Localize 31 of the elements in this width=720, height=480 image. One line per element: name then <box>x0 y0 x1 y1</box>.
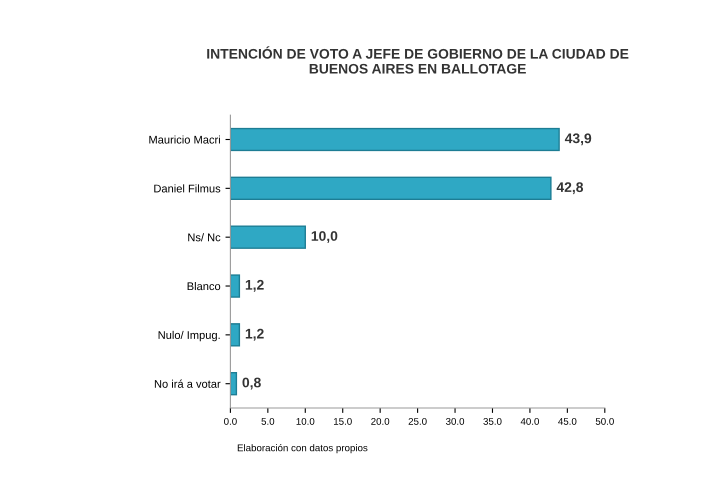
chart-title: INTENCIÓN DE VOTO A JEFE DE GOBIERNO DE LA CIUDAD DE BUENOS AIRES EN BALLOTAGE <box>207 46 628 74</box>
x-tick-label: 15.0 <box>334 418 352 425</box>
bar <box>230 323 240 347</box>
bar <box>230 225 306 249</box>
data-label: 42,8 <box>556 182 584 194</box>
bar <box>230 372 238 396</box>
x-tick-label: 10.0 <box>296 418 314 425</box>
x-tick-label: 40.0 <box>520 418 539 425</box>
text: Elaboración con datos propios <box>238 444 368 454</box>
y-tick-label: Ns/ Nc <box>188 233 220 242</box>
y-tick-label: Daniel Filmus <box>154 184 220 192</box>
data-label: 43,9 <box>564 133 592 146</box>
x-tick-label: 45.0 <box>558 418 576 425</box>
x-tick-label: 25.0 <box>408 418 427 425</box>
x-tick-label: 30.0 <box>446 418 464 425</box>
bar <box>230 176 552 200</box>
x-tick-label: 35.0 <box>483 418 502 425</box>
data-label: 10,0 <box>312 231 338 243</box>
x-tick-label: 20.0 <box>371 418 390 425</box>
y-tick-label: Nulo/ Impug. <box>158 330 220 342</box>
y-tick-label: No irá a votar <box>154 380 220 388</box>
data-label: 1,2 <box>246 328 264 341</box>
bar <box>230 274 240 298</box>
y-tick-label: Blanco <box>188 282 220 290</box>
x-tick-label: 0.0 <box>224 418 237 425</box>
data-label: 1,2 <box>246 280 264 292</box>
bar <box>230 128 560 152</box>
y-tick-label: Mauricio Macri <box>149 135 220 144</box>
x-tick-label: 5.0 <box>261 418 274 425</box>
x-tick-label: 50.0 <box>596 418 614 425</box>
data-label: 0,8 <box>242 378 261 390</box>
